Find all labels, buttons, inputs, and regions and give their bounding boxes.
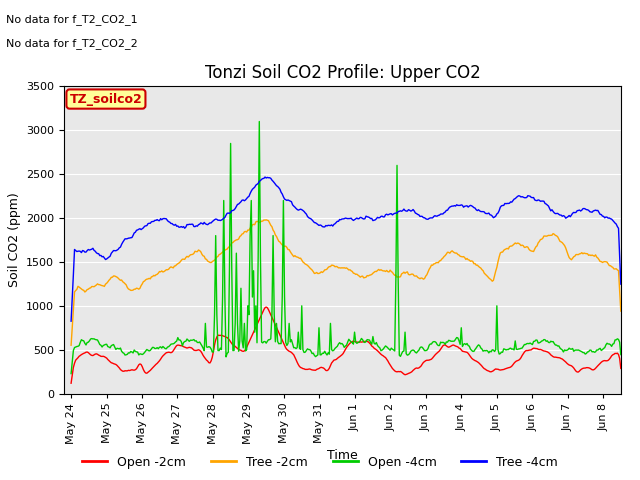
Legend: Open -2cm, Tree -2cm, Open -4cm, Tree -4cm: Open -2cm, Tree -2cm, Open -4cm, Tree -4…	[77, 451, 563, 474]
X-axis label: Time: Time	[327, 449, 358, 462]
Text: TZ_soilco2: TZ_soilco2	[70, 93, 142, 106]
Y-axis label: Soil CO2 (ppm): Soil CO2 (ppm)	[8, 192, 20, 288]
Title: Tonzi Soil CO2 Profile: Upper CO2: Tonzi Soil CO2 Profile: Upper CO2	[205, 64, 480, 82]
Text: No data for f_T2_CO2_2: No data for f_T2_CO2_2	[6, 38, 138, 49]
Text: No data for f_T2_CO2_1: No data for f_T2_CO2_1	[6, 14, 138, 25]
